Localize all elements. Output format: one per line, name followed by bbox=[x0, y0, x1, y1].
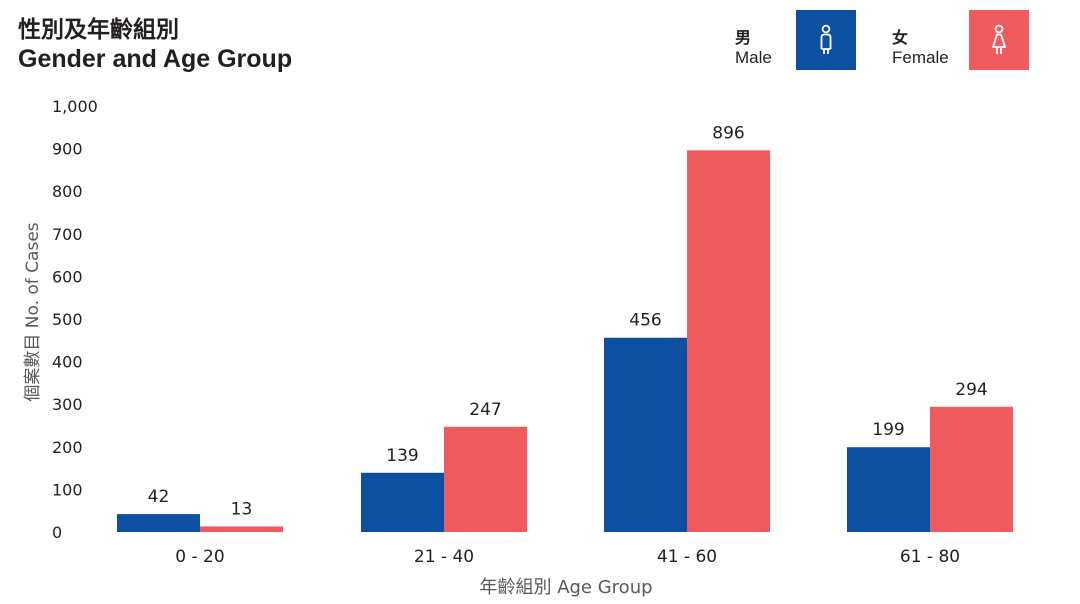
legend-female-zh: 女 bbox=[892, 28, 909, 47]
data-label: 294 bbox=[955, 380, 987, 400]
data-label: 199 bbox=[872, 420, 904, 440]
legend-item-male: 男 Male bbox=[735, 10, 857, 72]
female-bar bbox=[687, 150, 770, 532]
y-tick-label: 200 bbox=[52, 438, 83, 457]
female-bar bbox=[930, 406, 1013, 532]
y-tick-label: 500 bbox=[52, 310, 83, 329]
female-bar bbox=[200, 526, 283, 532]
chart-title-chinese: 性別及年齡組別 bbox=[18, 17, 179, 43]
male-bar bbox=[117, 514, 200, 532]
legend-item-female: 女 Female bbox=[892, 10, 1030, 72]
legend-swatch-male bbox=[796, 10, 856, 70]
y-tick-label: 900 bbox=[52, 140, 83, 159]
x-axis-label: 年齡組別 Age Group bbox=[479, 577, 652, 598]
y-tick-label: 300 bbox=[52, 395, 83, 414]
legend-label-male: 男 Male bbox=[735, 28, 772, 68]
male-bar bbox=[361, 472, 444, 532]
y-tick-label: 800 bbox=[52, 182, 83, 201]
female-bar bbox=[444, 426, 527, 532]
data-label: 13 bbox=[231, 499, 253, 519]
data-labels: 42 139 456 199 13 247 896 294 bbox=[148, 123, 988, 519]
y-tick-label: 1,000 bbox=[52, 97, 98, 116]
male-bar bbox=[604, 337, 687, 532]
x-tick-label: 0 - 20 bbox=[175, 547, 224, 567]
x-tick-label: 21 - 40 bbox=[414, 547, 474, 567]
legend-label-female: 女 Female bbox=[892, 28, 949, 68]
y-tick-label: 0 bbox=[52, 523, 62, 542]
female-person-icon bbox=[992, 24, 1006, 54]
x-tick-label: 41 - 60 bbox=[657, 547, 717, 567]
data-label: 456 bbox=[629, 311, 661, 331]
y-axis-label: 個案數目 No. of Cases bbox=[23, 222, 43, 401]
chart-title-english: Gender and Age Group bbox=[18, 45, 293, 73]
data-label: 896 bbox=[712, 123, 744, 143]
y-tick-label: 400 bbox=[52, 353, 83, 372]
y-tick-label: 100 bbox=[52, 480, 83, 499]
y-axis-ticks: 0 100 200 300 400 500 600 700 800 900 1,000 bbox=[52, 97, 98, 542]
legend-female-en: Female bbox=[892, 48, 949, 67]
y-tick-label: 600 bbox=[52, 267, 83, 286]
x-axis-ticks: 0 - 20 21 - 40 41 - 60 61 - 80 bbox=[175, 547, 960, 567]
data-label: 247 bbox=[469, 400, 501, 420]
bar-series bbox=[117, 150, 1013, 532]
legend-swatch-female bbox=[969, 10, 1029, 70]
y-tick-label: 700 bbox=[52, 225, 83, 244]
male-bar bbox=[847, 447, 930, 532]
data-label: 42 bbox=[148, 487, 170, 507]
data-label: 139 bbox=[386, 446, 418, 466]
x-tick-label: 61 - 80 bbox=[900, 547, 960, 567]
legend-male-zh: 男 bbox=[735, 28, 752, 47]
legend-male-en: Male bbox=[735, 48, 772, 67]
male-person-icon bbox=[820, 24, 832, 54]
